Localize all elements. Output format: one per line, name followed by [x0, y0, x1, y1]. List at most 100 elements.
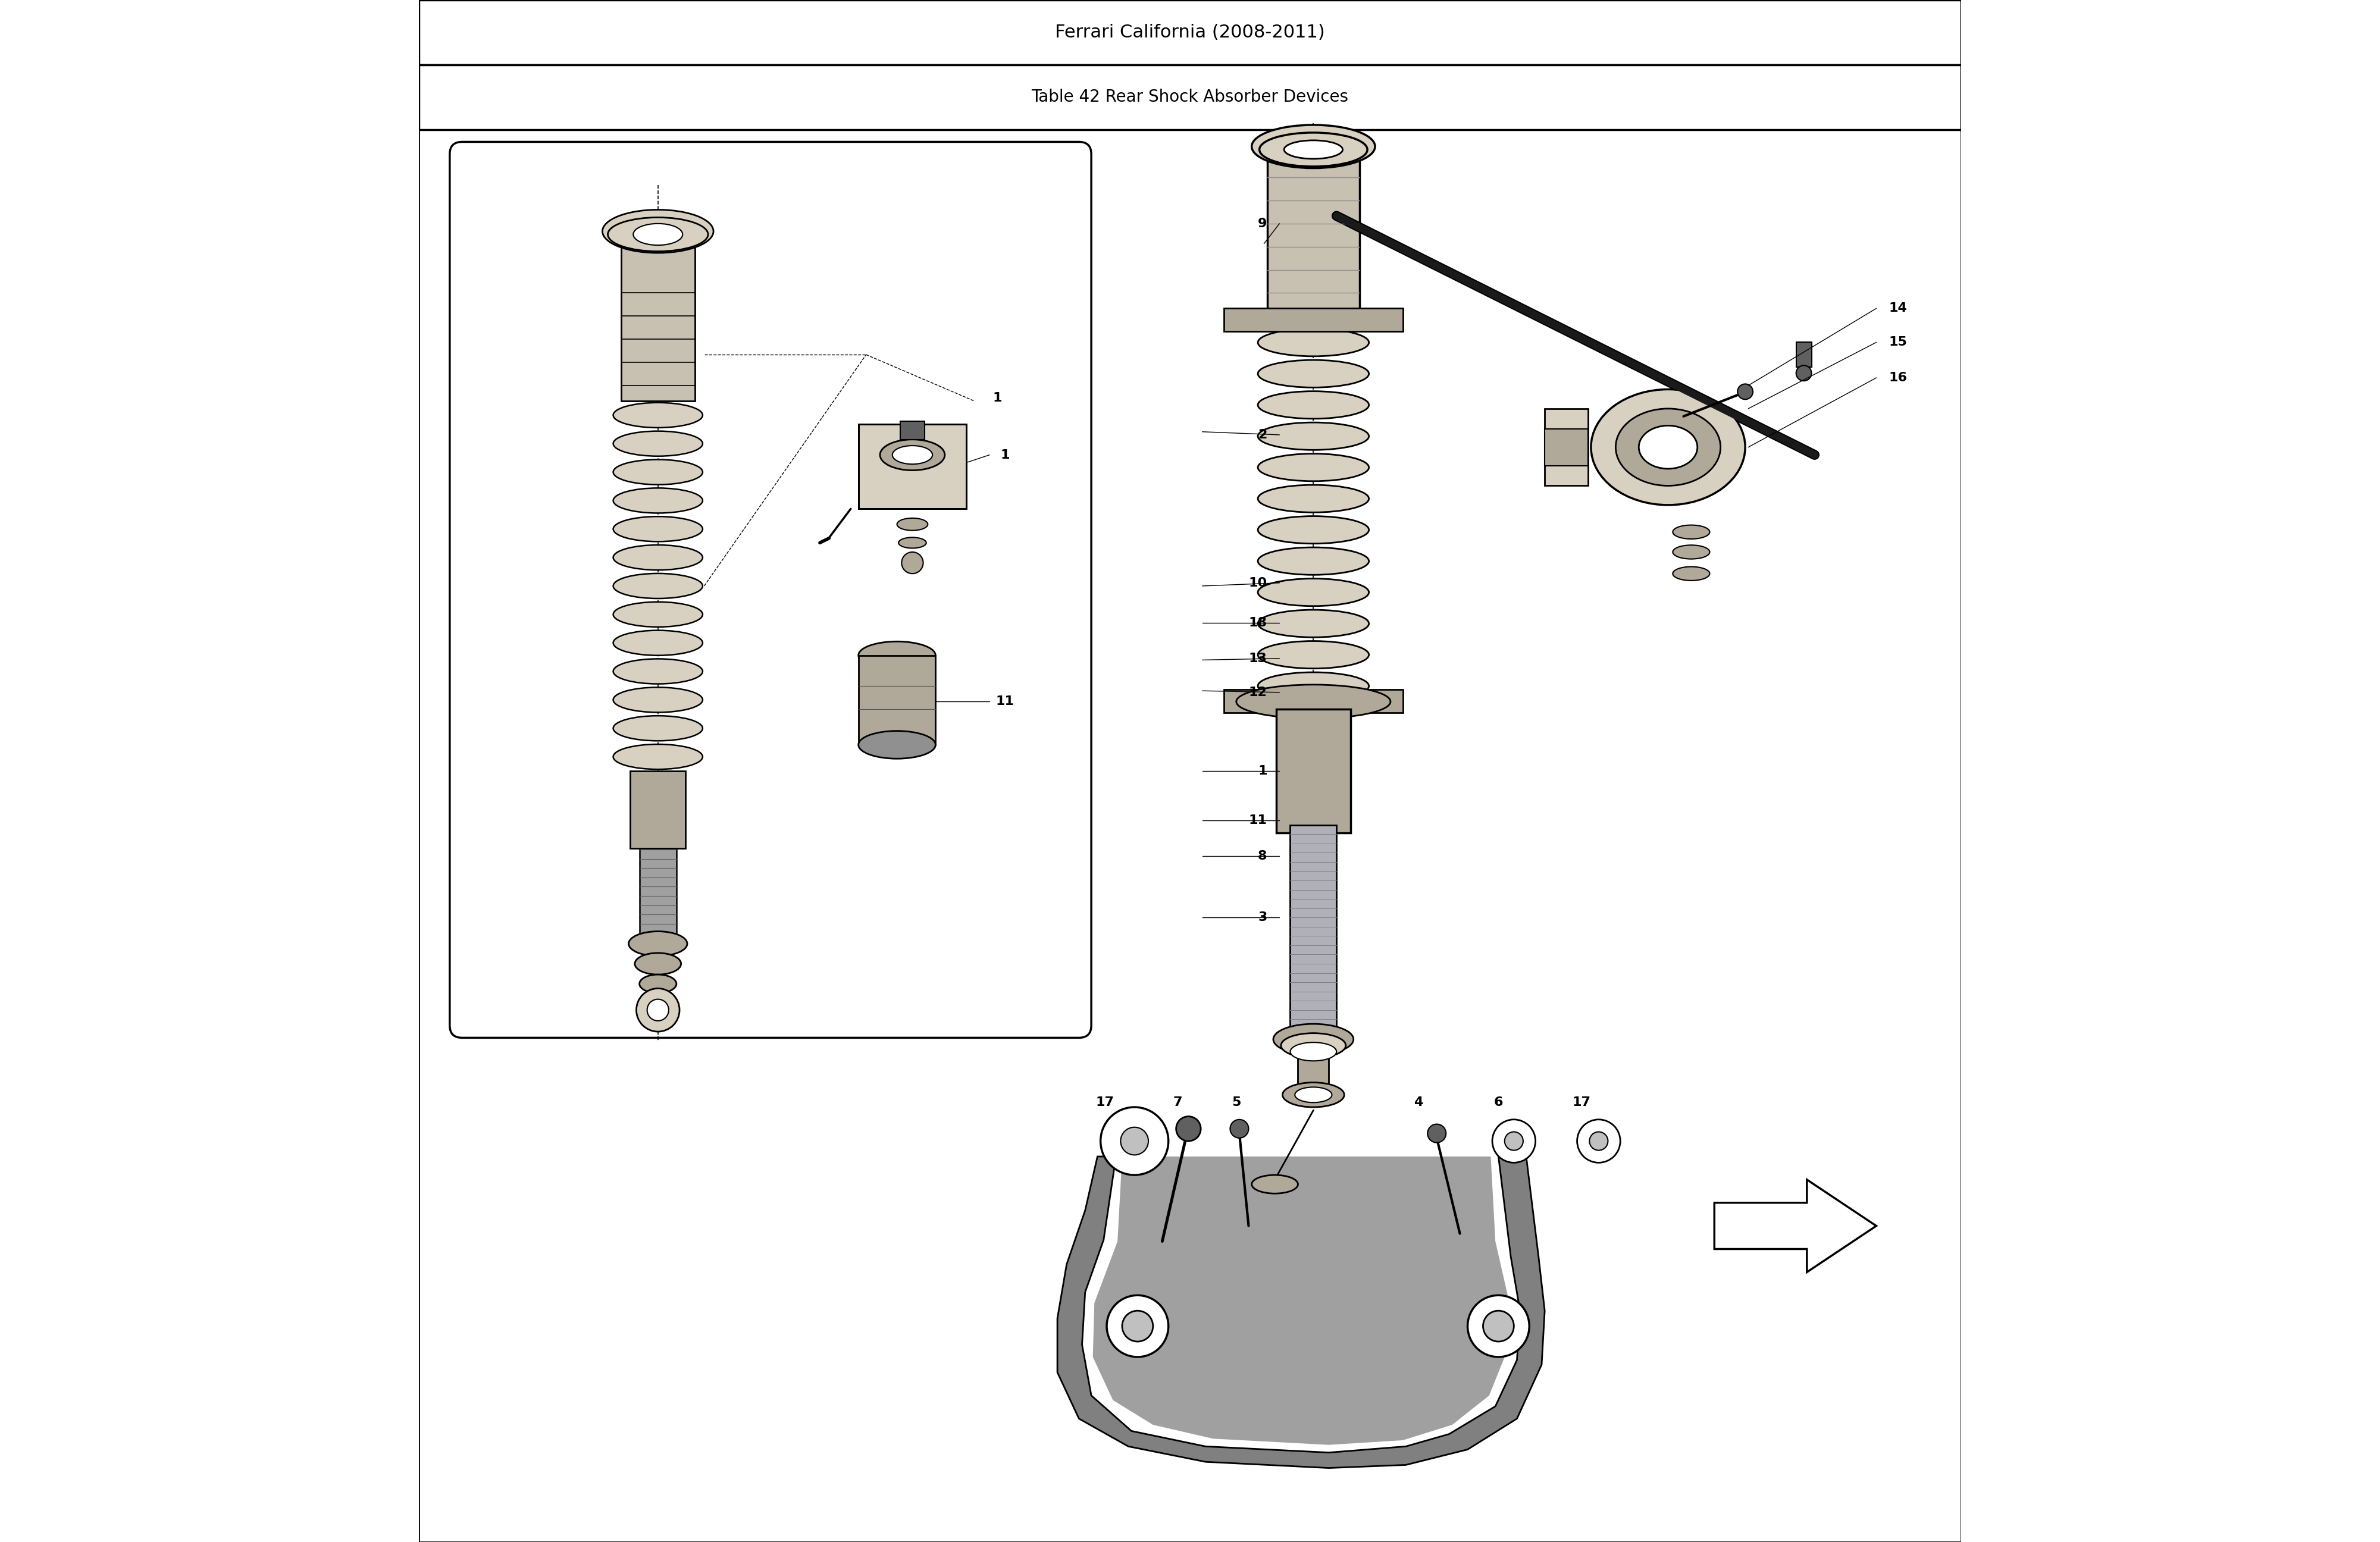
Ellipse shape [1259, 578, 1368, 606]
Polygon shape [1092, 1156, 1507, 1445]
Circle shape [1121, 1127, 1150, 1155]
Ellipse shape [635, 953, 681, 975]
Text: 9: 9 [1259, 217, 1266, 230]
Text: 8: 8 [1259, 850, 1266, 862]
Text: 1: 1 [992, 392, 1002, 404]
Ellipse shape [614, 601, 702, 628]
Ellipse shape [1259, 133, 1368, 167]
Text: 11: 11 [1250, 814, 1266, 827]
FancyBboxPatch shape [450, 142, 1092, 1038]
Ellipse shape [1290, 1042, 1338, 1061]
Text: 10: 10 [1250, 577, 1266, 589]
Bar [1797, 342, 1811, 367]
Ellipse shape [614, 574, 702, 598]
Text: 3: 3 [1259, 911, 1266, 924]
Ellipse shape [1252, 125, 1376, 168]
Ellipse shape [614, 517, 702, 541]
Bar [1545, 409, 1587, 486]
Ellipse shape [1259, 392, 1368, 419]
Ellipse shape [628, 931, 688, 956]
Circle shape [1230, 1119, 1250, 1138]
Ellipse shape [1259, 453, 1368, 481]
Ellipse shape [614, 688, 702, 712]
Circle shape [1797, 365, 1811, 381]
Ellipse shape [614, 544, 702, 571]
Circle shape [902, 552, 923, 574]
Bar [900, 421, 926, 439]
Bar [631, 771, 685, 848]
Ellipse shape [881, 439, 945, 470]
Circle shape [1483, 1311, 1514, 1342]
Circle shape [1107, 1295, 1169, 1357]
Text: 17: 17 [1095, 1096, 1114, 1109]
Circle shape [1590, 1132, 1609, 1150]
Bar [859, 655, 935, 745]
Ellipse shape [1259, 609, 1368, 637]
Text: 5: 5 [1233, 1096, 1240, 1109]
Text: 4: 4 [1414, 1096, 1423, 1109]
Text: 17: 17 [1573, 1096, 1590, 1109]
Bar [640, 848, 676, 941]
Polygon shape [1057, 1156, 1545, 1468]
Ellipse shape [859, 731, 935, 759]
Ellipse shape [602, 210, 714, 253]
Ellipse shape [897, 518, 928, 530]
Bar [1223, 308, 1402, 332]
Text: 14: 14 [1890, 302, 1906, 315]
Circle shape [1468, 1295, 1530, 1357]
Text: 16: 16 [1890, 372, 1906, 384]
Bar [1290, 825, 1338, 1033]
Ellipse shape [1235, 685, 1390, 719]
Circle shape [1176, 1116, 1202, 1141]
Bar [1266, 146, 1359, 324]
Text: 7: 7 [1173, 1096, 1183, 1109]
Ellipse shape [1590, 389, 1745, 506]
Text: 6: 6 [1495, 1096, 1504, 1109]
Circle shape [1492, 1119, 1535, 1163]
Ellipse shape [614, 745, 702, 769]
Polygon shape [1714, 1180, 1875, 1272]
Text: 1: 1 [1000, 449, 1009, 461]
Ellipse shape [614, 487, 702, 513]
Text: 15: 15 [1890, 336, 1906, 348]
Circle shape [1578, 1119, 1621, 1163]
Text: 2: 2 [1259, 429, 1266, 441]
Ellipse shape [1259, 328, 1368, 356]
Bar [419, 65, 1961, 130]
Ellipse shape [1295, 1087, 1333, 1103]
Ellipse shape [1640, 426, 1697, 469]
Bar [419, 0, 1961, 65]
Circle shape [647, 999, 669, 1021]
Ellipse shape [614, 460, 702, 484]
Bar [859, 424, 966, 509]
Ellipse shape [1285, 140, 1342, 159]
Ellipse shape [1259, 547, 1368, 575]
Circle shape [1504, 1132, 1523, 1150]
Text: Table 42 Rear Shock Absorber Devices: Table 42 Rear Shock Absorber Devices [1031, 89, 1349, 105]
Ellipse shape [1673, 566, 1709, 581]
Ellipse shape [892, 446, 933, 464]
Circle shape [635, 988, 681, 1032]
Circle shape [1428, 1124, 1447, 1143]
Ellipse shape [614, 432, 702, 456]
Text: 11: 11 [995, 695, 1014, 708]
Text: 18: 18 [1250, 617, 1266, 629]
Ellipse shape [1259, 672, 1368, 700]
Ellipse shape [614, 715, 702, 740]
Bar [1223, 689, 1402, 712]
Ellipse shape [614, 658, 702, 685]
Text: 1: 1 [1259, 765, 1266, 777]
Bar [1297, 1047, 1328, 1087]
Ellipse shape [607, 217, 709, 251]
Bar [1545, 429, 1587, 466]
Ellipse shape [1252, 1175, 1297, 1194]
Ellipse shape [1673, 546, 1709, 560]
Bar [621, 234, 695, 401]
Ellipse shape [1259, 423, 1368, 450]
Ellipse shape [614, 631, 702, 655]
Text: 13: 13 [1250, 652, 1266, 665]
Bar [859, 424, 966, 509]
Ellipse shape [1673, 524, 1709, 540]
Bar [1276, 709, 1349, 833]
Ellipse shape [1280, 1033, 1345, 1058]
